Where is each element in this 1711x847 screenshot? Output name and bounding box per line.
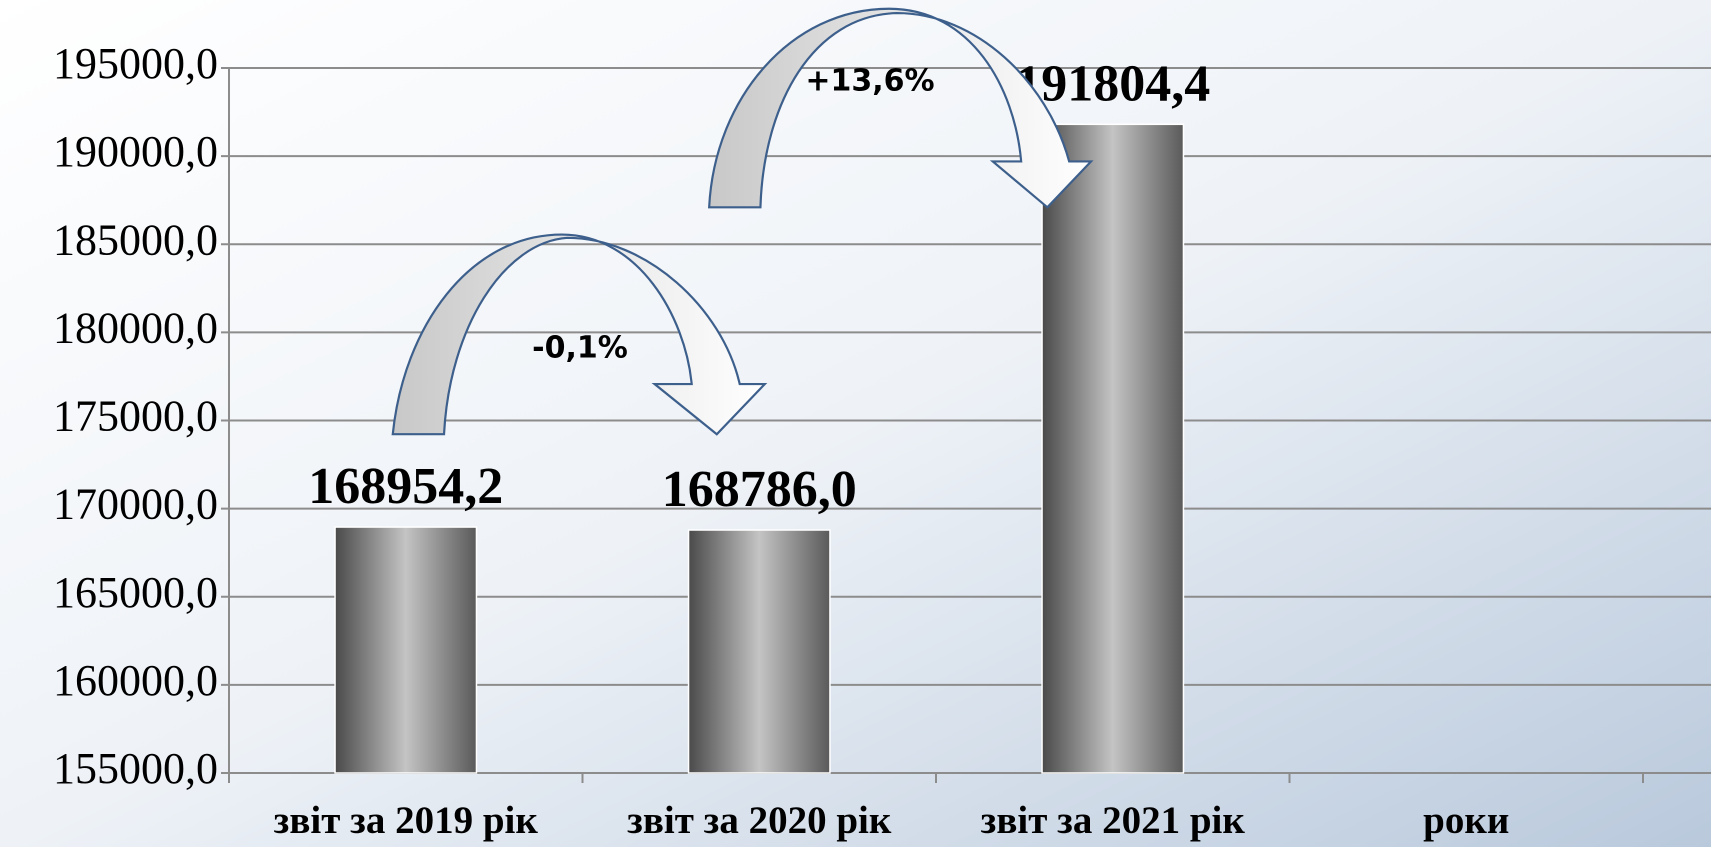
y-tick-label: 175000,0 bbox=[53, 392, 218, 441]
bar bbox=[687, 529, 831, 774]
plot-area: 155000,0 160000,0 165000,0 170000,0 175000,0… bbox=[53, 39, 1711, 842]
y-tick-label: 155000,0 bbox=[53, 744, 218, 793]
value-label: 191804,4 bbox=[1015, 55, 1210, 112]
y-tick-label: 190000,0 bbox=[53, 127, 218, 176]
y-tick-label: 160000,0 bbox=[53, 656, 218, 705]
value-label: 168954,2 bbox=[308, 458, 503, 515]
y-tick-label: 165000,0 bbox=[53, 568, 218, 617]
arrow bbox=[708, 7, 1094, 209]
bar bbox=[334, 526, 478, 774]
x-tick-label: звіт за 2019 рік bbox=[274, 799, 539, 842]
x-tick-label: звіт за 2021 рік bbox=[981, 799, 1246, 842]
arrows bbox=[391, 7, 1094, 436]
x-tick-label: роки bbox=[1423, 799, 1509, 842]
value-label: 168786,0 bbox=[662, 461, 857, 518]
arrow bbox=[391, 233, 768, 436]
y-tick-label: 180000,0 bbox=[53, 303, 218, 352]
x-tick-label: звіт за 2020 рік bbox=[627, 799, 892, 842]
y-tick-label: 185000,0 bbox=[53, 215, 218, 264]
y-tick-label: 170000,0 bbox=[53, 480, 218, 529]
y-tick-label: 195000,0 bbox=[53, 39, 218, 88]
annotation: -0,1% bbox=[532, 331, 628, 366]
bar bbox=[1041, 123, 1185, 774]
annotation: +13,6% bbox=[805, 64, 934, 99]
